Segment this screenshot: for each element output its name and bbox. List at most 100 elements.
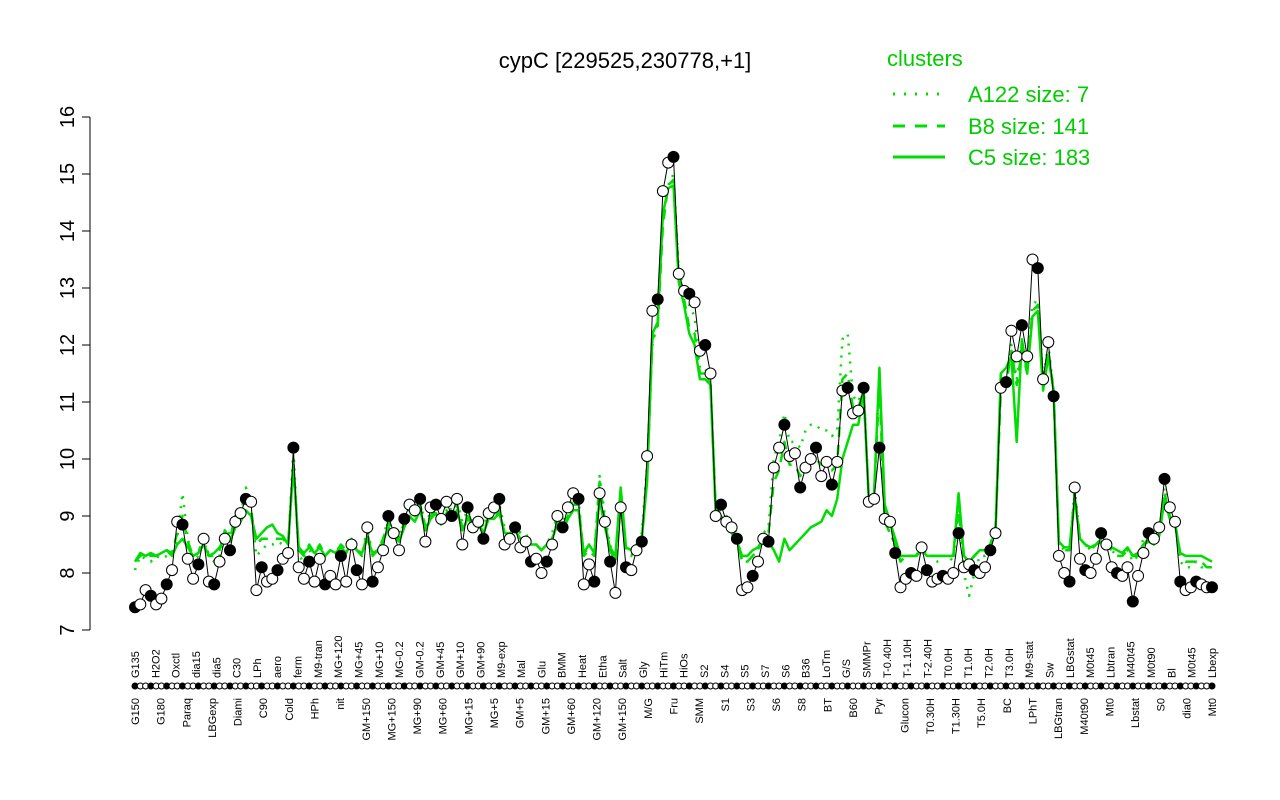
x-tick-label: dia15 (191, 651, 203, 678)
series-layer (133, 156, 1213, 608)
x-tick-label: T3.0H (1004, 648, 1016, 678)
data-point (387, 527, 400, 540)
data-point (477, 532, 490, 545)
data-point (540, 555, 553, 568)
data-point (630, 544, 643, 557)
x-tick-label: S6 (780, 665, 792, 678)
data-point (1147, 532, 1160, 545)
data-point (1037, 373, 1050, 386)
data-point (952, 527, 965, 540)
data-point (799, 461, 812, 474)
x-tick-label: T0.30H (925, 698, 937, 734)
x-tick-label: Lbstat (1130, 698, 1142, 728)
data-point (572, 492, 585, 505)
x-tick-label: S2 (699, 665, 711, 678)
x-tick-label: S1 (720, 698, 732, 711)
x-tick-label: Cold (284, 698, 296, 721)
data-point (767, 461, 780, 474)
data-point (160, 578, 173, 591)
chart-title: cypC [229525,230778,+1] (499, 48, 752, 73)
cluster-b8-line (134, 178, 1212, 569)
data-point (746, 569, 759, 582)
data-point (382, 510, 395, 522)
data-point (324, 569, 337, 582)
legend-label-c5: C5 size: 183 (968, 145, 1090, 170)
data-point (472, 515, 485, 528)
x-tick-label: B60 (848, 698, 860, 718)
x-tick-label: GM-0.2 (414, 641, 426, 678)
data-point (371, 561, 384, 574)
y-axis: 7 8 9 10 11 12 13 14 15 16 (57, 106, 91, 636)
data-point (1052, 549, 1065, 562)
data-point (656, 185, 669, 198)
x-tick-label: S8 (797, 698, 809, 711)
legend-item-c5: C5 size: 183 (893, 145, 1090, 170)
data-point (614, 501, 627, 514)
x-tick-label: dia5 (211, 657, 223, 678)
x-tick-label: Glu (536, 661, 548, 678)
x-tick-label: S6 (771, 698, 783, 711)
data-point (715, 498, 727, 511)
legend-label-a122: A122 size: 7 (968, 82, 1089, 107)
x-tick-label: Heat (577, 655, 589, 678)
data-point (984, 544, 997, 557)
data-point (947, 567, 960, 579)
x-tick-label: LBGstat (1065, 638, 1077, 678)
x-tick-label: LoTm (821, 650, 833, 678)
data-point (1074, 552, 1086, 565)
data-point (873, 441, 886, 454)
data-point (451, 492, 463, 505)
data-point (493, 492, 506, 505)
data-point (588, 575, 601, 588)
x-tick-label: Oxctl (171, 653, 183, 678)
x-tick-label: Mt0 (1104, 698, 1116, 716)
x-tick-label: GM+45 (435, 642, 447, 678)
data-point (1047, 390, 1060, 403)
data-point (229, 515, 242, 528)
data-point (699, 339, 712, 351)
data-point (561, 501, 574, 514)
data-point (730, 532, 743, 545)
y-tick-label: 15 (57, 163, 79, 185)
data-point (1153, 521, 1166, 534)
data-point (393, 544, 405, 557)
x-tick-label: BT (822, 698, 834, 712)
data-point (583, 558, 595, 571)
data-point (1169, 515, 1181, 528)
data-point (166, 564, 178, 577)
x-tick-label: M9-exp (496, 641, 508, 678)
x-tick-label: MG+45 (354, 642, 366, 678)
data-point (1163, 501, 1176, 514)
x-tick-label: GM+120 (592, 698, 604, 741)
data-point (1021, 350, 1034, 363)
x-tick-label: LBGexp (207, 698, 219, 738)
data-point (725, 521, 738, 534)
data-point (509, 521, 522, 534)
data-point (250, 584, 263, 597)
data-point (366, 575, 379, 588)
data-point (646, 304, 659, 317)
data-point (894, 581, 907, 594)
x-tick-label: M9-tran (313, 640, 325, 678)
data-point (788, 447, 801, 460)
data-point (825, 478, 838, 491)
x-tick-label: T-2.40H (923, 639, 935, 678)
x-tick-label: M0t90 (1146, 647, 1158, 678)
data-point (334, 549, 347, 562)
data-point (398, 512, 411, 525)
x-tick-label: S7 (760, 665, 772, 678)
data-point (604, 555, 617, 568)
y-tick-label: 9 (57, 510, 79, 521)
data-point (635, 535, 648, 548)
x-tick-label: T0.0H (943, 648, 955, 678)
x-tick-label: MG+90 (412, 698, 424, 734)
y-tick-label: 13 (57, 277, 79, 299)
y-tick-label: 11 (57, 392, 79, 413)
x-tick-label: Salt (618, 659, 630, 678)
data-point (546, 538, 559, 551)
x-tick-label: BMM (557, 652, 569, 678)
data-point (345, 538, 358, 551)
x-tick-label: M/G (643, 698, 655, 719)
x-tick-label: Pyr (874, 698, 886, 715)
